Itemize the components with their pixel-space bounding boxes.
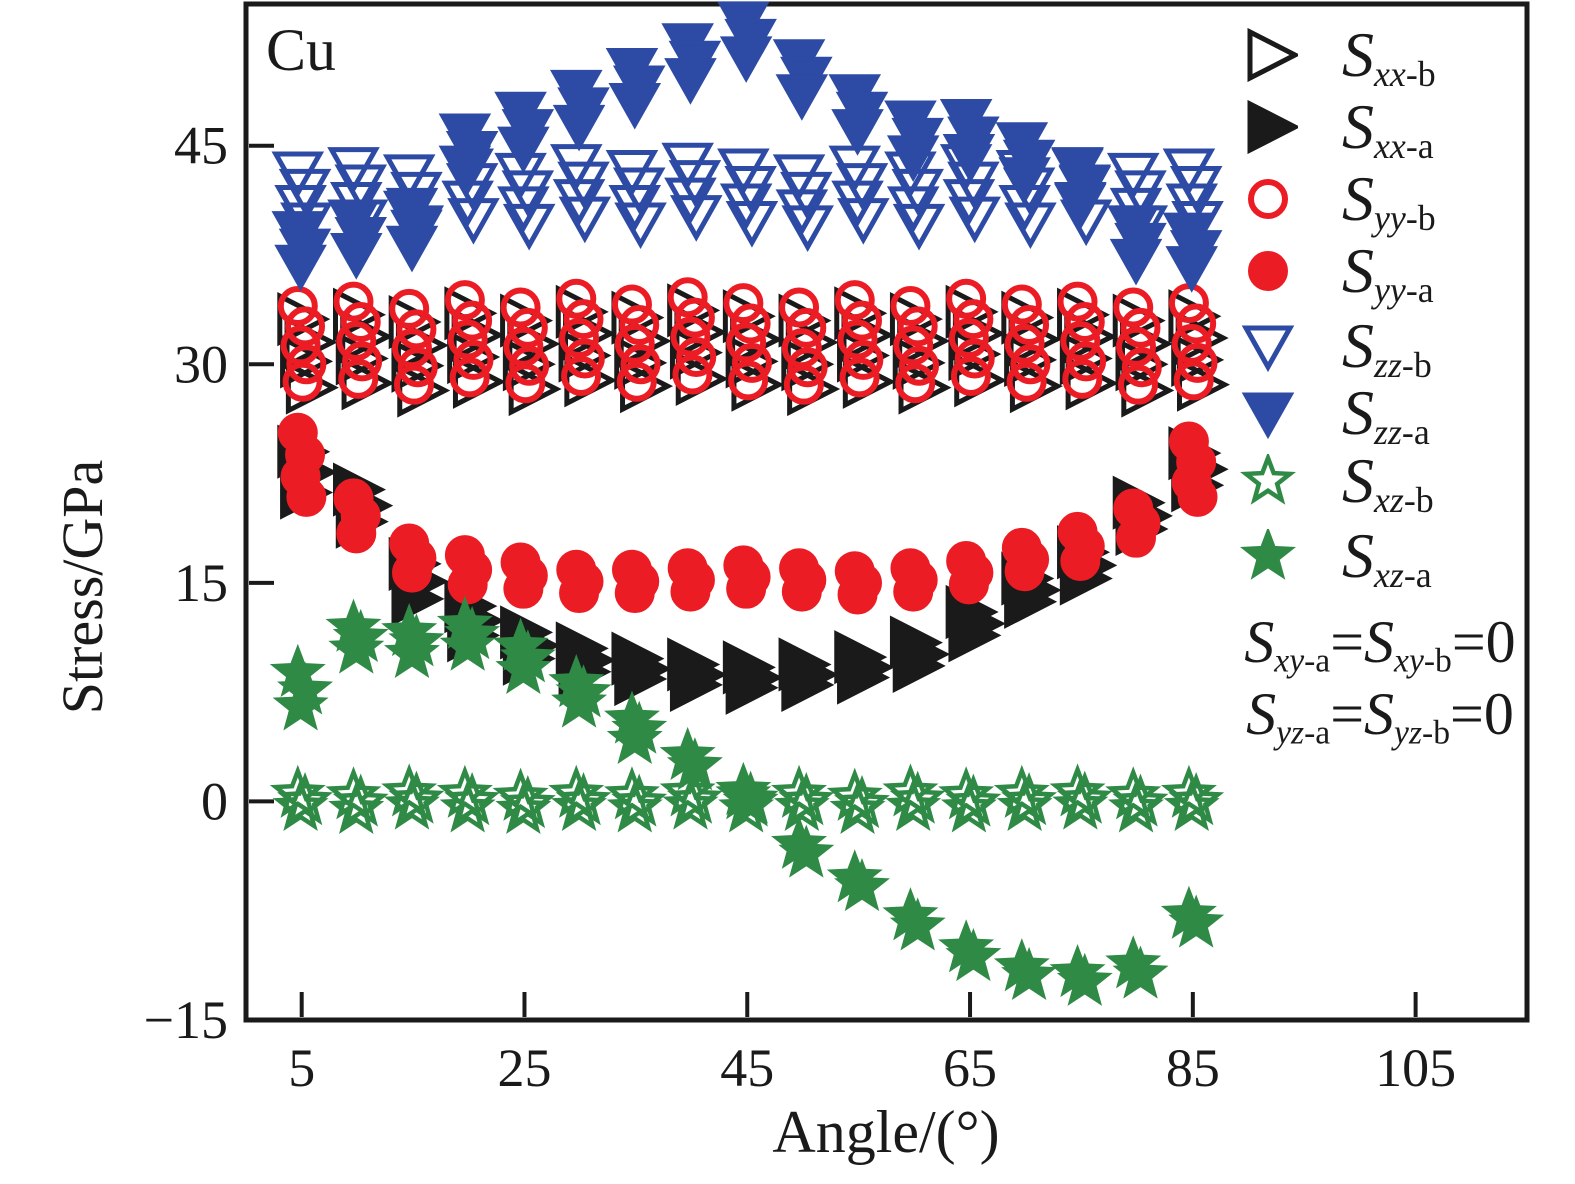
y-axis-ticks: −15 0 15 30 45 <box>144 116 274 1050</box>
legend-item-szz-b: Szz-b <box>1238 310 1432 386</box>
legend-item-sxz-b: Sxz-b <box>1238 445 1434 521</box>
legend-label: Syy-b <box>1342 163 1436 239</box>
legend-item-sxx-b: Sxx-b <box>1238 19 1436 95</box>
legend-label: Szz-a <box>1342 377 1430 453</box>
series-szz-a <box>271 1 1223 293</box>
x-axis-label: Angle/(°) <box>772 1099 1000 1165</box>
x-tick-label: 45 <box>720 1038 774 1098</box>
legend-item-sxx-a: Sxx-a <box>1238 91 1434 167</box>
legend-label: Sxx-a <box>1342 91 1434 167</box>
legend-label: Szz-b <box>1342 310 1432 386</box>
triangle-right-open-icon <box>1247 28 1298 82</box>
series-syy-a <box>277 412 1218 615</box>
legend-label: Sxz-b <box>1342 445 1434 521</box>
x-tick-label: 25 <box>497 1038 551 1098</box>
legend-item-sxz-a: Sxz-a <box>1238 520 1432 596</box>
x-tick-label: 65 <box>943 1038 997 1098</box>
y-tick-label: 30 <box>174 334 228 394</box>
series-sxz-a <box>269 595 1225 1006</box>
y-tick-label: 0 <box>201 771 228 831</box>
legend-label: Syz-b <box>1364 681 1451 752</box>
plot-frame <box>243 1 1530 1023</box>
circle-open-icon <box>1248 179 1288 219</box>
legend-label: Syy-a <box>1342 235 1434 311</box>
x-tick-label: 105 <box>1375 1038 1456 1098</box>
legend-label: Syz-a <box>1246 681 1331 752</box>
legend-item-szz-a: Szz-a <box>1238 377 1430 453</box>
circle-filled-icon <box>1248 251 1288 291</box>
y-axis-label: Stress/GPa <box>50 459 115 715</box>
series-syy-b <box>277 277 1218 405</box>
x-axis-ticks: 5 25 45 65 85 105 <box>288 992 1456 1098</box>
x-tick-label: 85 <box>1166 1038 1220 1098</box>
triangle-down-filled-icon <box>1241 392 1295 440</box>
legend-label: Sxy-b <box>1364 609 1452 680</box>
legend-label: Sxz-a <box>1342 520 1432 596</box>
plot-title: Cu <box>266 17 337 83</box>
x-tick-label: 5 <box>288 1038 315 1098</box>
y-tick-label: 45 <box>174 116 228 176</box>
legend-item-syy-b: Syy-b <box>1238 163 1436 239</box>
triangle-right-filled-icon <box>1247 100 1298 154</box>
star-filled-icon <box>1240 529 1296 580</box>
triangle-down-open-icon <box>1241 325 1295 373</box>
legend-item-syy-a: Syy-a <box>1238 235 1434 311</box>
y-tick-label: −15 <box>144 990 228 1050</box>
star-open-icon <box>1240 454 1296 505</box>
legend-equation-2: Syz-a=Syz-b=0 <box>1246 681 1514 752</box>
legend-label: Sxy-a <box>1244 609 1331 680</box>
y-tick-label: 15 <box>174 553 228 613</box>
legend-equation-1: Sxy-a=Sxy-b=0 <box>1244 609 1516 680</box>
legend-label: Sxx-b <box>1342 19 1436 95</box>
